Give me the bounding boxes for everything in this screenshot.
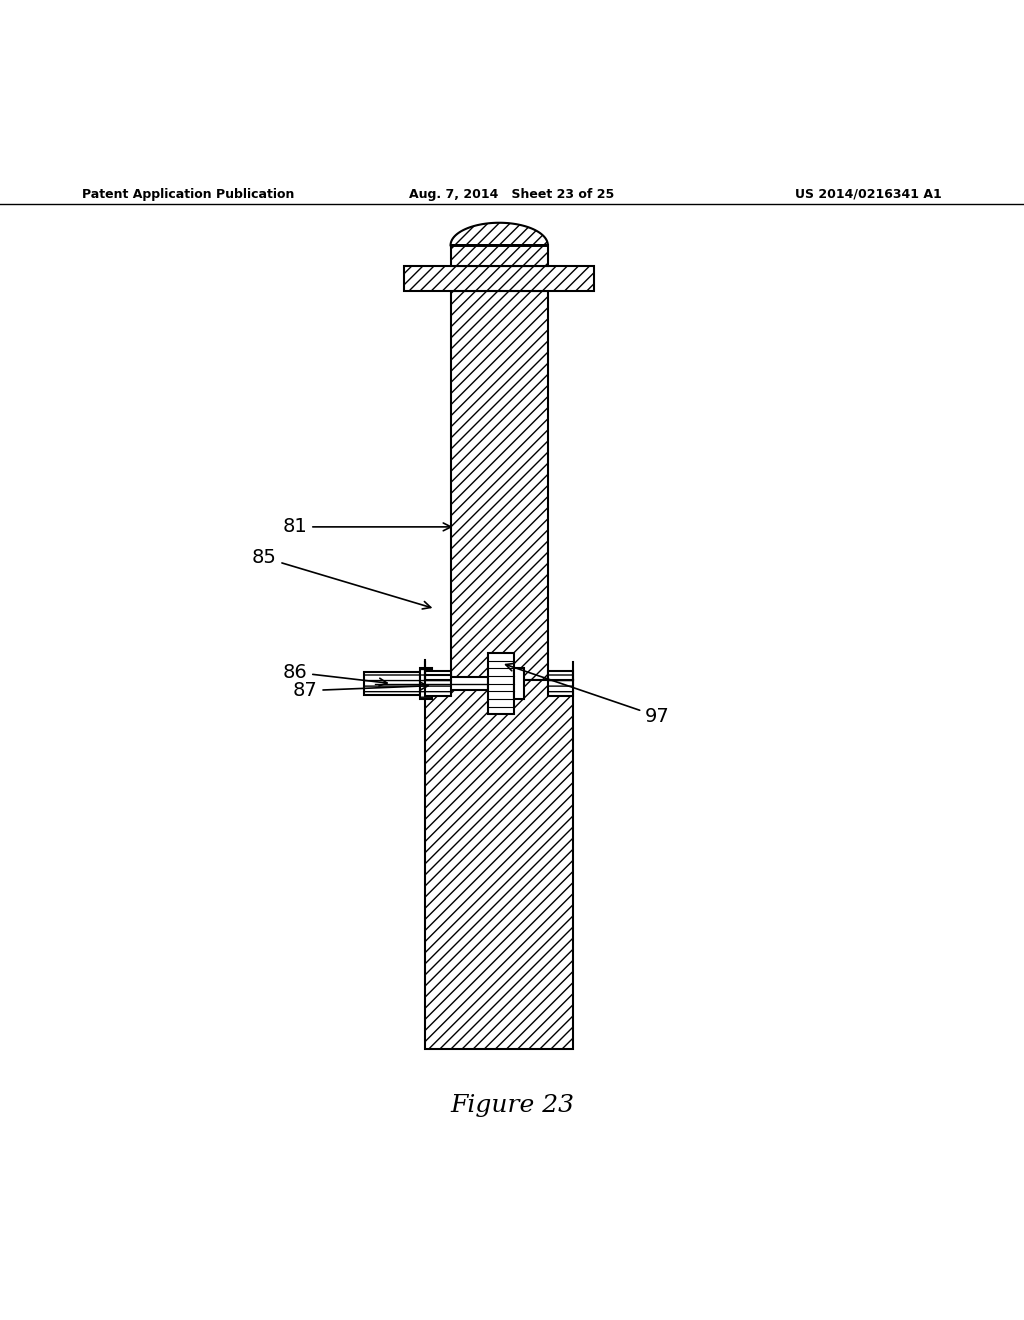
Bar xyxy=(548,671,573,697)
Text: Aug. 7, 2014   Sheet 23 of 25: Aug. 7, 2014 Sheet 23 of 25 xyxy=(410,187,614,201)
Text: 87: 87 xyxy=(293,681,428,700)
Text: 81: 81 xyxy=(283,517,451,536)
Text: US 2014/0216341 A1: US 2014/0216341 A1 xyxy=(796,187,942,201)
Bar xyxy=(404,265,594,292)
Text: 86: 86 xyxy=(283,663,387,686)
Bar xyxy=(488,653,514,714)
Bar xyxy=(514,668,524,698)
Bar xyxy=(420,668,432,698)
Text: Figure 23: Figure 23 xyxy=(450,1094,574,1117)
Text: 85: 85 xyxy=(252,548,431,609)
Bar xyxy=(451,292,548,681)
Text: Patent Application Publication: Patent Application Publication xyxy=(82,187,294,201)
Text: 97: 97 xyxy=(506,664,670,726)
Bar xyxy=(425,681,573,1049)
Polygon shape xyxy=(451,223,548,246)
Bar xyxy=(425,671,451,697)
Bar xyxy=(432,677,488,689)
Bar xyxy=(364,672,420,694)
Bar xyxy=(451,246,548,265)
